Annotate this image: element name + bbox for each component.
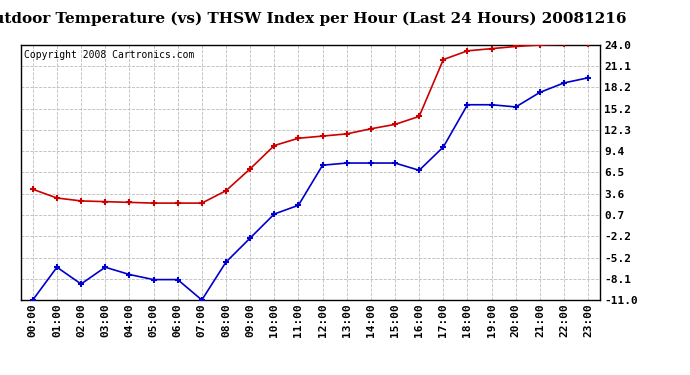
Text: Copyright 2008 Cartronics.com: Copyright 2008 Cartronics.com bbox=[23, 50, 194, 60]
Text: Outdoor Temperature (vs) THSW Index per Hour (Last 24 Hours) 20081216: Outdoor Temperature (vs) THSW Index per … bbox=[0, 11, 627, 26]
